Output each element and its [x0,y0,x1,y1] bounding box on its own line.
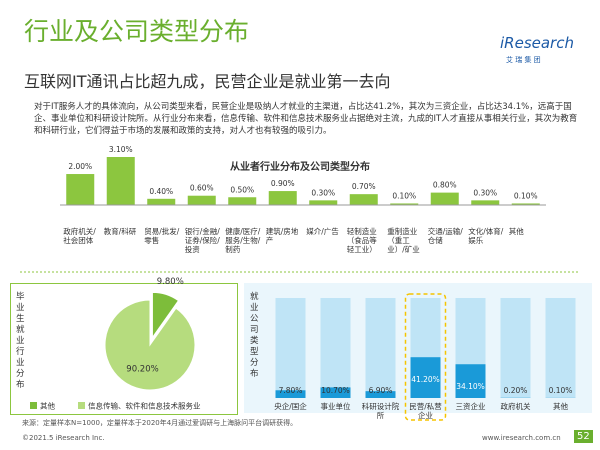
category-label: 教育/科研 [103,227,137,236]
value-label: 2.00% [68,162,92,171]
paragraph: 对于IT服务人才的具体流向，从公司类型来看，民营企业是吸纳人才就业的主渠道，占比… [34,102,578,136]
category-label: 科研设计院所 [361,402,400,420]
bar [320,387,351,398]
pie-panel [10,283,238,415]
legend-swatch [78,402,85,409]
bar [275,390,306,398]
legend-swatch [30,402,37,409]
pie-slice [151,291,180,339]
value-label: 3.10% [109,145,133,154]
category-label: 贸易/批发/零售 [144,227,180,245]
bar-track [320,298,351,398]
category-label: 健康/医疗/服务/生物/制药 [225,227,261,254]
value-label: 0.10% [514,191,538,200]
value-label: 6.90% [369,386,393,395]
bar [455,364,486,398]
category-label: 政府机关/社会团体 [63,227,96,245]
bar [228,197,257,205]
value-label: 0.10% [392,191,416,200]
category-label: 三资企业 [455,402,486,411]
url: www.iresearch.com.cn [482,434,561,442]
value-label: 0.10% [549,386,573,395]
category-label: 其他 [553,402,568,411]
bar [390,203,419,205]
chart-title: 从业者行业分布及公司类型分布 [230,160,370,173]
legend-label: 其他 [40,401,55,411]
category-label: 银行/金融/证券/保险/投资 [184,227,220,254]
pie-slice [104,299,196,391]
value-label: 34.10% [456,382,485,391]
bar [511,203,540,205]
category-label: 重制造业（重工业）/矿业 [387,227,420,254]
bar-track [545,298,576,398]
bar-track [275,298,306,398]
bar [410,357,441,398]
value-label: 0.30% [311,188,335,197]
category-label: 事业单位 [320,402,351,411]
legend-label: 信息传输、软件和信息技术服务业 [88,401,201,411]
bar [349,194,378,205]
category-label: 央企/国企 [274,402,307,411]
category-label: 媒介/广告 [306,227,339,236]
bar [471,200,500,205]
category-label: 政府机关 [500,402,531,411]
value-label: 7.80% [279,386,303,395]
copyright: ©2021.5 iResearch Inc. [22,434,105,442]
value-label: 10.70% [321,386,350,395]
value-label: 0.50% [230,185,254,194]
value-label: 0.70% [352,182,376,191]
value-label: 0.80% [433,181,457,190]
subtitle: 互联网IT通讯占比超九成，民营企业是就业第一去向 [24,72,391,91]
category-label: 文化/体育/娱乐 [468,227,504,245]
source: 来源：定量样本N=1000，定量样本于2020年4月通过爱调研与上海脉问平台调研… [22,419,298,427]
category-label: 民营/私营企业 [409,402,442,420]
bar [66,174,95,205]
value-label: 0.40% [149,187,173,196]
bar [365,391,396,398]
category-label: 建筑/房地产 [265,227,299,245]
category-label: 轻制造业（食品等轻工业） [346,227,377,254]
highlight-box [404,293,447,421]
title: 行业及公司类型分布 [24,17,250,46]
value-label: 0.90% [271,179,295,188]
bar [430,192,459,205]
bar-track [500,298,531,398]
panel-title: 毕业生就业行业分布 [16,292,25,390]
bar-track [365,298,396,398]
bar [309,200,338,205]
value-label: 0.60% [190,184,214,193]
value-label: 0.30% [473,188,497,197]
bar [147,198,176,205]
panel-title: 就业公司类型分布 [250,292,259,379]
bar [187,195,216,205]
value-label: 41.20% [411,375,440,384]
value-label: 90.20% [126,365,158,375]
value-label: 9.80% [157,277,184,287]
category-label: 交通/运输/仓储 [427,227,463,245]
bar [268,191,297,205]
category-label: 其他 [508,227,524,236]
bar [106,157,135,205]
logo: iResearch [500,34,574,52]
logo-sub: 艾 瑞 集 团 [506,56,541,64]
page-number: 52 [574,430,593,443]
value-label: 0.20% [504,386,528,395]
